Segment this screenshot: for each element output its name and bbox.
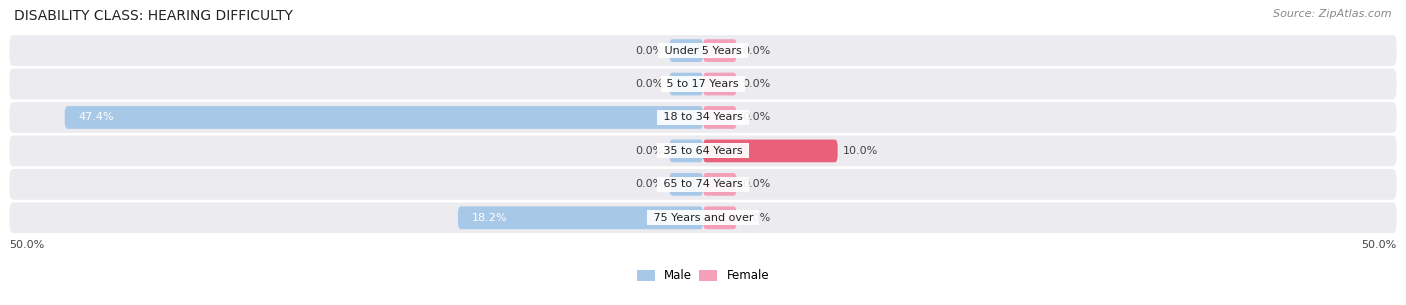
Text: 0.0%: 0.0% — [742, 113, 770, 123]
FancyBboxPatch shape — [703, 106, 737, 129]
Text: 10.0%: 10.0% — [844, 146, 879, 156]
FancyBboxPatch shape — [65, 106, 703, 129]
FancyBboxPatch shape — [10, 69, 1396, 99]
Legend: Male, Female: Male, Female — [637, 269, 769, 282]
Text: 50.0%: 50.0% — [1361, 239, 1396, 249]
FancyBboxPatch shape — [10, 35, 1396, 66]
Text: 0.0%: 0.0% — [742, 45, 770, 56]
Text: 47.4%: 47.4% — [79, 113, 114, 123]
Text: 50.0%: 50.0% — [10, 239, 45, 249]
FancyBboxPatch shape — [703, 140, 838, 162]
Text: 0.0%: 0.0% — [636, 79, 664, 89]
Text: 0.0%: 0.0% — [742, 213, 770, 223]
FancyBboxPatch shape — [669, 140, 703, 162]
Text: 75 Years and over: 75 Years and over — [650, 213, 756, 223]
FancyBboxPatch shape — [10, 102, 1396, 133]
Text: 5 to 17 Years: 5 to 17 Years — [664, 79, 742, 89]
FancyBboxPatch shape — [703, 73, 737, 95]
FancyBboxPatch shape — [669, 73, 703, 95]
FancyBboxPatch shape — [10, 169, 1396, 200]
Text: 0.0%: 0.0% — [742, 179, 770, 189]
Text: 65 to 74 Years: 65 to 74 Years — [659, 179, 747, 189]
FancyBboxPatch shape — [703, 39, 737, 62]
FancyBboxPatch shape — [10, 135, 1396, 166]
Text: 0.0%: 0.0% — [636, 179, 664, 189]
FancyBboxPatch shape — [669, 39, 703, 62]
Text: 0.0%: 0.0% — [636, 146, 664, 156]
Text: Source: ZipAtlas.com: Source: ZipAtlas.com — [1274, 9, 1392, 19]
Text: 35 to 64 Years: 35 to 64 Years — [659, 146, 747, 156]
Text: DISABILITY CLASS: HEARING DIFFICULTY: DISABILITY CLASS: HEARING DIFFICULTY — [14, 9, 292, 23]
FancyBboxPatch shape — [458, 206, 703, 229]
Text: 18.2%: 18.2% — [471, 213, 508, 223]
Text: Under 5 Years: Under 5 Years — [661, 45, 745, 56]
Text: 18 to 34 Years: 18 to 34 Years — [659, 113, 747, 123]
FancyBboxPatch shape — [10, 203, 1396, 233]
FancyBboxPatch shape — [703, 173, 737, 196]
Text: 0.0%: 0.0% — [742, 79, 770, 89]
FancyBboxPatch shape — [703, 206, 737, 229]
FancyBboxPatch shape — [669, 173, 703, 196]
Text: 0.0%: 0.0% — [636, 45, 664, 56]
